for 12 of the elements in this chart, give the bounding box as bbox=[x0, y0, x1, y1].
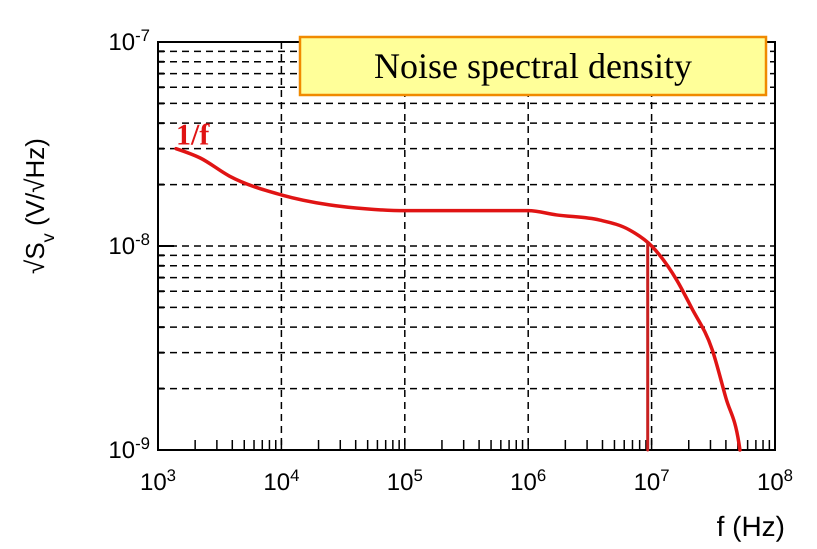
y-tick-label: 10$^{-9}$ bbox=[108, 434, 150, 464]
y-tick-label: 10$^{-7}$ bbox=[108, 26, 150, 56]
annotation: 1/f bbox=[176, 118, 210, 152]
x-tick-label: 10$^{7}$ bbox=[634, 466, 670, 496]
x-tick-label: 10$^{5}$ bbox=[386, 466, 423, 496]
x-tick-label: 10$^{3}$ bbox=[140, 466, 176, 496]
y-tick-label: 10$^{-8}$ bbox=[108, 230, 150, 260]
x-axis-title: f (Hz) bbox=[716, 511, 785, 542]
x-tick-label: 10$^{4}$ bbox=[263, 466, 300, 496]
x-tick-label: 10$^{8}$ bbox=[756, 466, 794, 496]
x-tick-label: 10$^{6}$ bbox=[510, 466, 546, 496]
chart-title: Noise spectral density bbox=[374, 46, 692, 86]
